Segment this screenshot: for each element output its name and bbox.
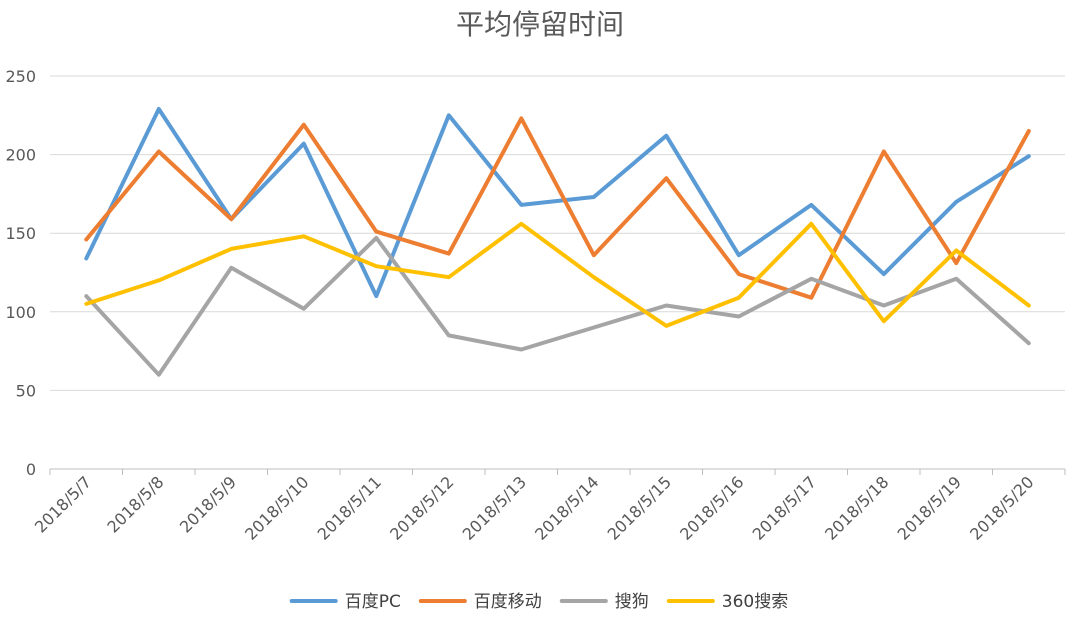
y-axis-ticks: 0 50 100 150 200 250 [5, 67, 36, 479]
series-line-1 [84, 116, 1031, 300]
x-tick-label: 2018/5/7 [31, 472, 95, 536]
legend: 百度PC 百度移动 搜狗 360搜索 [289, 592, 788, 612]
legend-label: 360搜索 [722, 592, 788, 612]
x-tick-label: 2018/5/14 [531, 472, 602, 543]
legend-item-0: 百度PC [289, 592, 401, 612]
series-line-0 [84, 107, 1031, 299]
y-tick-label: 100 [5, 303, 36, 322]
legend-item-3: 360搜索 [666, 592, 788, 612]
series-lines [84, 107, 1031, 377]
x-tick-label: 2018/5/10 [241, 472, 312, 543]
x-tick-label: 2018/5/9 [176, 472, 240, 536]
y-tick-label: 150 [5, 224, 36, 243]
y-tick-label: 0 [26, 460, 36, 479]
legend-label: 百度PC [345, 592, 401, 612]
series-line-2 [84, 235, 1031, 377]
x-axis [49, 468, 1066, 475]
x-tick-label: 2018/5/16 [676, 472, 747, 543]
x-tick-label: 2018/5/20 [966, 472, 1037, 543]
gridlines [50, 75, 1065, 391]
y-tick-label: 200 [5, 146, 36, 165]
legend-label: 百度移动 [474, 592, 542, 612]
x-tick-label: 2018/5/8 [103, 472, 167, 536]
legend-label: 搜狗 [615, 592, 649, 612]
series-line-3 [84, 221, 1031, 328]
y-tick-label: 50 [16, 381, 36, 400]
x-tick-label: 2018/5/11 [314, 472, 385, 543]
y-tick-label: 250 [5, 67, 36, 86]
x-tick-label: 2018/5/18 [821, 472, 892, 543]
legend-item-2: 搜狗 [559, 592, 649, 612]
chart-title: 平均停留时间 [456, 8, 624, 41]
x-tick-label: 2018/5/15 [604, 472, 675, 543]
legend-item-1: 百度移动 [418, 592, 542, 612]
x-tick-label: 2018/5/17 [749, 472, 820, 543]
x-tick-label: 2018/5/12 [386, 472, 457, 543]
x-tick-label: 2018/5/13 [459, 472, 530, 543]
x-tick-label: 2018/5/19 [894, 472, 965, 543]
x-axis-ticks: 2018/5/7 2018/5/8 2018/5/9 2018/5/10 2018/5/… [31, 472, 1038, 543]
